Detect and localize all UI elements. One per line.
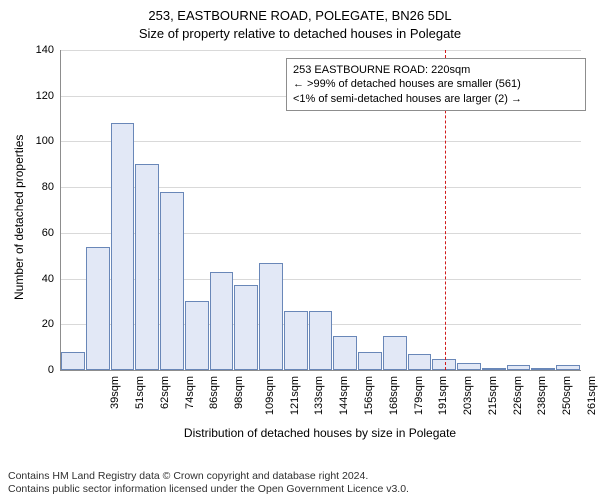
x-tick-label: 261sqm	[586, 376, 598, 415]
histogram-bar	[507, 365, 531, 370]
y-axis-title: Number of detached properties	[12, 135, 26, 300]
x-tick-label: 98sqm	[233, 376, 245, 409]
gridline	[61, 141, 581, 142]
histogram-bar	[457, 363, 481, 370]
histogram-bar	[61, 352, 85, 370]
footer-line-1: Contains HM Land Registry data © Crown c…	[8, 470, 409, 483]
y-tick-label: 20	[28, 318, 54, 330]
chart-subtitle: Size of property relative to detached ho…	[0, 26, 600, 41]
histogram-bar	[111, 123, 135, 370]
x-tick-label: 109sqm	[264, 376, 276, 415]
x-tick-label: 168sqm	[388, 376, 400, 415]
y-tick-label: 40	[28, 273, 54, 285]
x-tick-label: 51sqm	[134, 376, 146, 409]
gridline	[61, 50, 581, 51]
histogram-bar	[358, 352, 382, 370]
y-tick-label: 80	[28, 181, 54, 193]
histogram-bar	[333, 336, 357, 370]
annotation-box: 253 EASTBOURNE ROAD: 220sqm ← >99% of de…	[286, 58, 586, 111]
x-tick-label: 179sqm	[413, 376, 425, 415]
annotation-line-2: ← >99% of detached houses are smaller (5…	[293, 77, 579, 91]
histogram-bar	[531, 368, 555, 370]
x-tick-label: 226sqm	[512, 376, 524, 415]
histogram-bar	[408, 354, 432, 370]
y-tick-label: 120	[28, 90, 54, 102]
histogram-bar	[160, 192, 184, 370]
histogram-bar	[309, 311, 333, 370]
histogram-bar	[210, 272, 234, 370]
x-tick-label: 215sqm	[487, 376, 499, 415]
histogram-bar	[135, 164, 159, 370]
x-tick-label: 74sqm	[184, 376, 196, 409]
footer-line-2: Contains public sector information licen…	[8, 483, 409, 496]
x-tick-label: 86sqm	[208, 376, 220, 409]
x-tick-label: 39sqm	[109, 376, 121, 409]
histogram-bar	[86, 247, 110, 370]
x-axis-title: Distribution of detached houses by size …	[60, 426, 580, 440]
x-tick-label: 191sqm	[437, 376, 449, 415]
y-tick-label: 60	[28, 227, 54, 239]
x-tick-label: 156sqm	[363, 376, 375, 415]
x-tick-label: 238sqm	[536, 376, 548, 415]
x-tick-label: 121sqm	[289, 376, 301, 415]
histogram-bar	[482, 368, 506, 370]
histogram-bar	[556, 365, 580, 370]
x-tick-label: 144sqm	[338, 376, 350, 415]
y-tick-label: 100	[28, 135, 54, 147]
page-title: 253, EASTBOURNE ROAD, POLEGATE, BN26 5DL	[0, 8, 600, 23]
annotation-line-3: <1% of semi-detached houses are larger (…	[293, 92, 579, 106]
histogram-bar	[259, 263, 283, 370]
y-tick-label: 140	[28, 44, 54, 56]
x-tick-label: 133sqm	[314, 376, 326, 415]
histogram-bar	[383, 336, 407, 370]
x-tick-label: 62sqm	[159, 376, 171, 409]
x-tick-label: 250sqm	[561, 376, 573, 415]
x-tick-label: 203sqm	[462, 376, 474, 415]
histogram-bar	[234, 285, 258, 370]
footer: Contains HM Land Registry data © Crown c…	[8, 470, 409, 496]
annotation-line-1: 253 EASTBOURNE ROAD: 220sqm	[293, 63, 579, 77]
histogram-bar	[284, 311, 308, 370]
histogram-bar	[185, 301, 209, 370]
y-tick-label: 0	[28, 364, 54, 376]
